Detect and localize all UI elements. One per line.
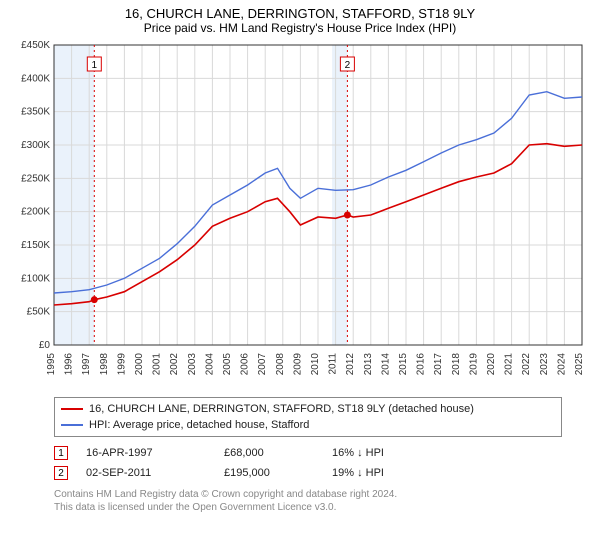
- svg-text:2003: 2003: [187, 353, 198, 376]
- legend-swatch: [61, 424, 83, 426]
- legend-label: HPI: Average price, detached house, Staf…: [89, 419, 309, 431]
- legend: 16, CHURCH LANE, DERRINGTON, STAFFORD, S…: [54, 397, 562, 437]
- svg-text:£400K: £400K: [21, 73, 50, 84]
- svg-text:2000: 2000: [134, 353, 145, 376]
- svg-text:2012: 2012: [345, 353, 356, 376]
- legend-swatch: [61, 408, 83, 410]
- svg-text:£450K: £450K: [21, 41, 50, 51]
- footnote-line: This data is licensed under the Open Gov…: [54, 502, 562, 515]
- svg-text:2015: 2015: [398, 353, 409, 376]
- legend-item: 16, CHURCH LANE, DERRINGTON, STAFFORD, S…: [61, 401, 555, 417]
- svg-text:1995: 1995: [46, 353, 57, 376]
- svg-text:1996: 1996: [64, 353, 75, 376]
- svg-text:2001: 2001: [152, 353, 163, 376]
- chart-subtitle: Price paid vs. HM Land Registry's House …: [10, 21, 590, 35]
- svg-text:£200K: £200K: [21, 207, 50, 218]
- svg-text:1997: 1997: [81, 353, 92, 376]
- svg-text:2011: 2011: [328, 353, 339, 375]
- svg-text:2020: 2020: [486, 353, 497, 376]
- transaction-date: 02-SEP-2011: [86, 467, 206, 479]
- svg-text:2006: 2006: [240, 353, 251, 376]
- svg-text:£150K: £150K: [21, 240, 50, 251]
- transaction-diff: 16% ↓ HPI: [332, 447, 452, 459]
- svg-text:£50K: £50K: [27, 307, 51, 318]
- svg-text:2: 2: [345, 60, 351, 71]
- svg-text:£250K: £250K: [21, 173, 50, 184]
- footnote-line: Contains HM Land Registry data © Crown c…: [54, 489, 562, 502]
- svg-text:2002: 2002: [169, 353, 180, 376]
- transaction-marker: 1: [54, 446, 68, 460]
- transaction-row: 1 16-APR-1997 £68,000 16% ↓ HPI: [54, 443, 562, 463]
- svg-text:1998: 1998: [99, 353, 110, 376]
- svg-text:2025: 2025: [574, 353, 585, 376]
- transaction-price: £195,000: [224, 467, 314, 479]
- svg-text:2005: 2005: [222, 353, 233, 376]
- svg-text:2016: 2016: [416, 353, 427, 376]
- chart-container: 16, CHURCH LANE, DERRINGTON, STAFFORD, S…: [0, 0, 600, 518]
- footnote: Contains HM Land Registry data © Crown c…: [54, 489, 562, 514]
- transaction-price: £68,000: [224, 447, 314, 459]
- legend-label: 16, CHURCH LANE, DERRINGTON, STAFFORD, S…: [89, 403, 474, 415]
- svg-text:2008: 2008: [275, 353, 286, 376]
- svg-text:2013: 2013: [363, 353, 374, 376]
- svg-text:£100K: £100K: [21, 273, 50, 284]
- svg-text:1999: 1999: [116, 353, 127, 376]
- svg-text:2019: 2019: [468, 353, 479, 376]
- transaction-row: 2 02-SEP-2011 £195,000 19% ↓ HPI: [54, 463, 562, 483]
- svg-text:2023: 2023: [539, 353, 550, 376]
- svg-text:1: 1: [92, 60, 98, 71]
- svg-text:2010: 2010: [310, 353, 321, 376]
- chart-plot: £0 £50K £100K £150K £200K £250K £300K £350K £400…: [10, 41, 590, 391]
- svg-text:£300K: £300K: [21, 140, 50, 151]
- svg-text:2024: 2024: [556, 353, 567, 376]
- svg-text:2014: 2014: [380, 353, 391, 376]
- svg-text:2021: 2021: [504, 353, 515, 376]
- legend-item: HPI: Average price, detached house, Staf…: [61, 417, 555, 433]
- transaction-date: 16-APR-1997: [86, 447, 206, 459]
- svg-text:2009: 2009: [292, 353, 303, 376]
- chart-title: 16, CHURCH LANE, DERRINGTON, STAFFORD, S…: [10, 6, 590, 21]
- svg-text:£0: £0: [39, 340, 51, 351]
- transaction-marker: 2: [54, 466, 68, 480]
- transaction-diff: 19% ↓ HPI: [332, 467, 452, 479]
- svg-text:2004: 2004: [204, 353, 215, 376]
- svg-text:2007: 2007: [257, 353, 268, 376]
- svg-text:2018: 2018: [451, 353, 462, 376]
- svg-text:£350K: £350K: [21, 107, 50, 118]
- transactions-table: 1 16-APR-1997 £68,000 16% ↓ HPI 2 02-SEP-2011…: [54, 443, 562, 483]
- line-chart-svg: £0 £50K £100K £150K £200K £250K £300K £350K £400…: [10, 41, 590, 391]
- svg-text:2022: 2022: [521, 353, 532, 376]
- svg-text:2017: 2017: [433, 353, 444, 376]
